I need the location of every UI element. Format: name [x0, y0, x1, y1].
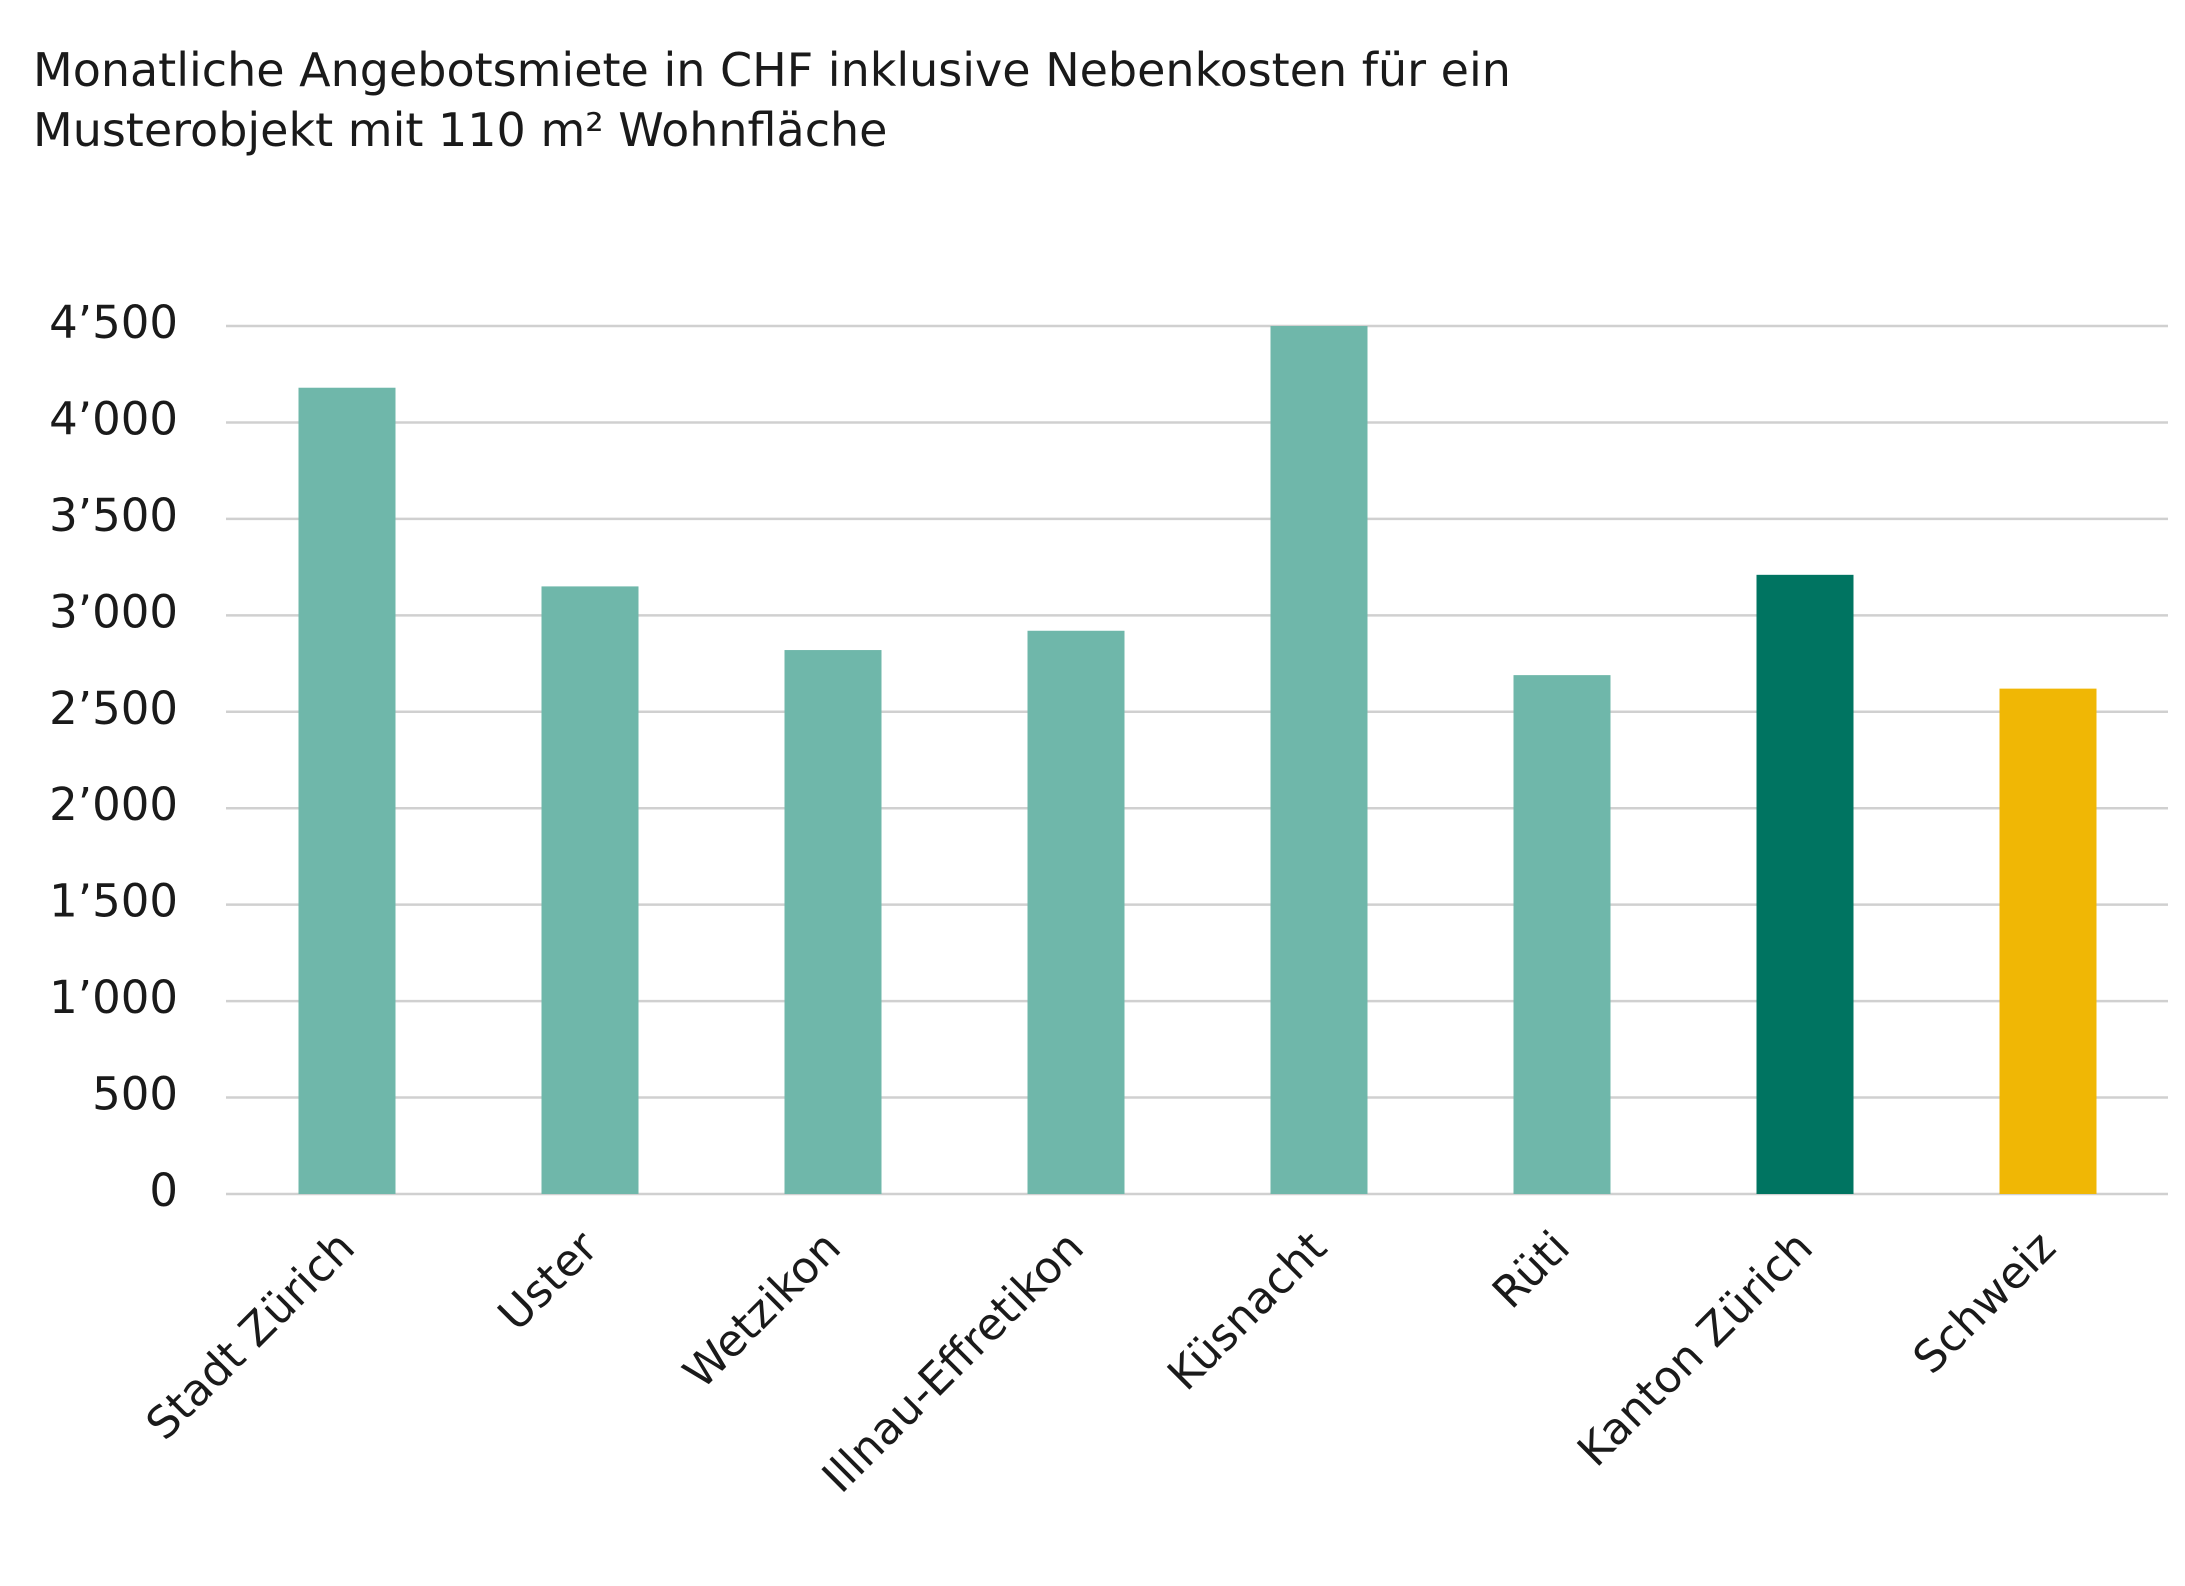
bar — [298, 387, 396, 1194]
y-tick-label: 2’000 — [49, 778, 178, 831]
x-tick-label: Kanton Zürich — [1568, 1222, 1823, 1477]
bar — [541, 586, 639, 1194]
y-tick-label: 1’500 — [49, 875, 178, 928]
y-tick-label: 500 — [92, 1068, 178, 1121]
x-tick-label: Küsnacht — [1158, 1222, 1337, 1401]
bar — [1270, 326, 1368, 1194]
y-tick-label: 3’000 — [49, 585, 178, 638]
x-tick-label: Schweiz — [1904, 1222, 2066, 1384]
chart-title: Musterobjekt mit 110 m² Wohnfläche — [33, 103, 887, 157]
chart-title: Monatliche Angebotsmiete in CHF inklusiv… — [33, 43, 1511, 97]
y-tick-label: 1’000 — [49, 971, 178, 1024]
y-tick-label: 2’500 — [49, 682, 178, 735]
y-tick-label: 0 — [149, 1164, 178, 1217]
bar — [1027, 630, 1125, 1194]
bar — [1756, 574, 1854, 1194]
x-tick-label: Stadt Zürich — [137, 1222, 365, 1450]
x-tick-label: Uster — [489, 1221, 609, 1341]
x-tick-label: Illnau-Effretikon — [813, 1222, 1094, 1503]
bar — [1513, 675, 1611, 1194]
y-tick-label: 3’500 — [49, 489, 178, 542]
y-tick-label: 4’500 — [49, 296, 178, 349]
x-tick-label: Rüti — [1483, 1222, 1580, 1319]
y-tick-label: 4’000 — [49, 392, 178, 445]
x-tick-label: Wetzikon — [674, 1222, 851, 1399]
bar — [784, 650, 882, 1194]
bar — [1999, 688, 2097, 1194]
